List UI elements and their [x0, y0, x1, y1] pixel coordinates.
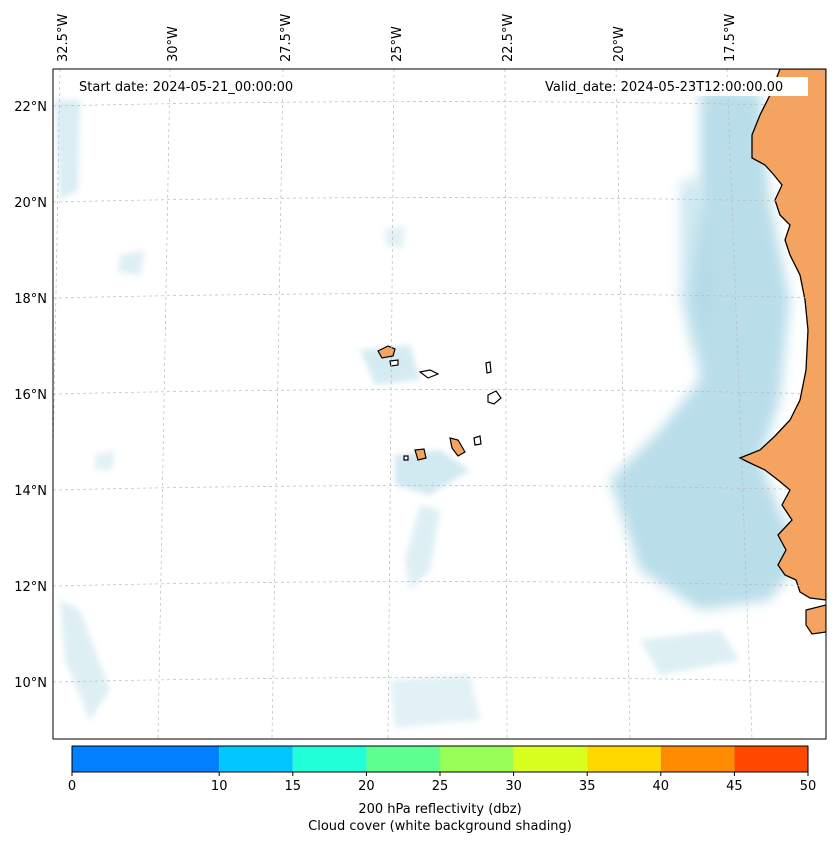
parallel-16n — [53, 389, 826, 395]
colorbar-tick-label: 10 — [211, 779, 228, 794]
longitude-labels: 32.5°W 30°W 27.5°W 25°W 22.5°W 20°W 17.5… — [56, 14, 738, 62]
lon-label: 32.5°W — [56, 14, 71, 62]
cloud-patch-nw — [55, 100, 80, 200]
lon-label: 25°W — [390, 26, 405, 62]
meridian-25w — [387, 69, 395, 739]
colorbar-segment — [440, 746, 514, 772]
cloud-streak-southwest — [60, 600, 110, 720]
cloud-band-west-africa — [610, 90, 800, 610]
colorbar-tick-label: 35 — [579, 779, 596, 794]
valid-date-box — [538, 77, 808, 96]
cloud-patch-bottom-right — [640, 630, 740, 675]
meridian-20w — [615, 69, 631, 739]
cloud-patch-small-3 — [95, 450, 115, 470]
colorbar-tick-label: 20 — [358, 779, 375, 794]
lon-label: 30°W — [166, 26, 181, 62]
parallel-14n — [53, 485, 826, 491]
colorbar-tick-label: 50 — [800, 779, 817, 794]
parallel-12n — [53, 581, 826, 587]
colorbar-tick-label: 40 — [653, 779, 670, 794]
colorbar-tick-label: 15 — [285, 779, 302, 794]
lon-label: 22.5°W — [501, 14, 516, 62]
island-santo-antao — [377, 345, 396, 359]
colorbar-segment — [587, 746, 661, 772]
map-border — [52, 68, 827, 740]
lat-label: 18°N — [14, 292, 47, 307]
lat-label: 22°N — [14, 100, 47, 115]
cloud-streak-south — [405, 505, 440, 590]
lon-label: 27.5°W — [279, 14, 294, 62]
valid-date-label: Valid_date: 2024-05-23T12:00:00.00 — [545, 80, 783, 95]
africa-southern-fragment — [805, 604, 826, 635]
cloud-patch-bottom — [390, 675, 480, 728]
colorbar-tick-label: 30 — [505, 779, 522, 794]
latitude-labels: 22°N 20°N 18°N 16°N 14°N 12°N 10°N — [14, 100, 47, 691]
colorbar-ticks: 0 10 15 20 25 30 35 40 45 50 — [68, 772, 816, 794]
colorbar-tick-label: 25 — [432, 779, 449, 794]
colorbar-segment — [513, 746, 588, 772]
colorbar-segment — [366, 746, 440, 772]
colorbar-title: 200 hPa reflectivity (dbz) — [358, 802, 521, 817]
graticule — [53, 69, 826, 739]
parallel-18n — [53, 293, 826, 299]
start-date-label: Start date: 2024-05-21_00:00:00 — [79, 80, 293, 95]
meridian-22-5w — [504, 69, 508, 739]
colorbar-segment — [292, 746, 367, 772]
lon-label: 17.5°W — [723, 14, 738, 62]
lat-label: 12°N — [14, 580, 47, 595]
island-maio — [473, 435, 482, 446]
colorbar-subtitle: Cloud cover (white background shading) — [308, 819, 572, 834]
lat-label: 14°N — [14, 484, 47, 499]
lat-label: 10°N — [14, 676, 47, 691]
colorbar-segment — [72, 746, 220, 772]
colorbar — [71, 745, 809, 773]
lon-label: 20°W — [612, 26, 627, 62]
colorbar-segment — [219, 746, 293, 772]
parallel-22n — [53, 101, 826, 107]
colorbar-tick-label: 45 — [726, 779, 743, 794]
lat-label: 20°N — [14, 196, 47, 211]
cloud-patch-cape-verde — [360, 345, 420, 385]
island-fogo — [414, 448, 427, 461]
cloud-patch-south-islands — [395, 450, 470, 495]
island-sao-vicente — [389, 359, 399, 367]
island-boa-vista — [487, 390, 502, 405]
cloud-patch-small-1 — [118, 250, 145, 275]
meridian-30w — [157, 69, 171, 739]
colorbar-segment — [734, 746, 808, 772]
colorbar-tick-label: 0 — [68, 779, 76, 794]
cloud-cover-shading — [55, 90, 800, 728]
parallel-20n — [53, 197, 826, 203]
lat-label: 16°N — [14, 388, 47, 403]
parallel-10n — [53, 677, 826, 683]
cloud-patch-small-2 — [385, 226, 405, 248]
island-santiago — [449, 437, 466, 457]
start-date-box — [72, 77, 317, 96]
cloud-streak-east — [680, 180, 710, 360]
colorbar-segment — [660, 746, 735, 772]
cape-verde-islands — [377, 345, 502, 461]
island-sal — [485, 361, 492, 374]
meridian-17-5w — [726, 69, 753, 739]
island-sao-nicolau — [418, 369, 440, 379]
island-brava — [403, 455, 409, 461]
meridian-27-5w — [271, 69, 284, 739]
